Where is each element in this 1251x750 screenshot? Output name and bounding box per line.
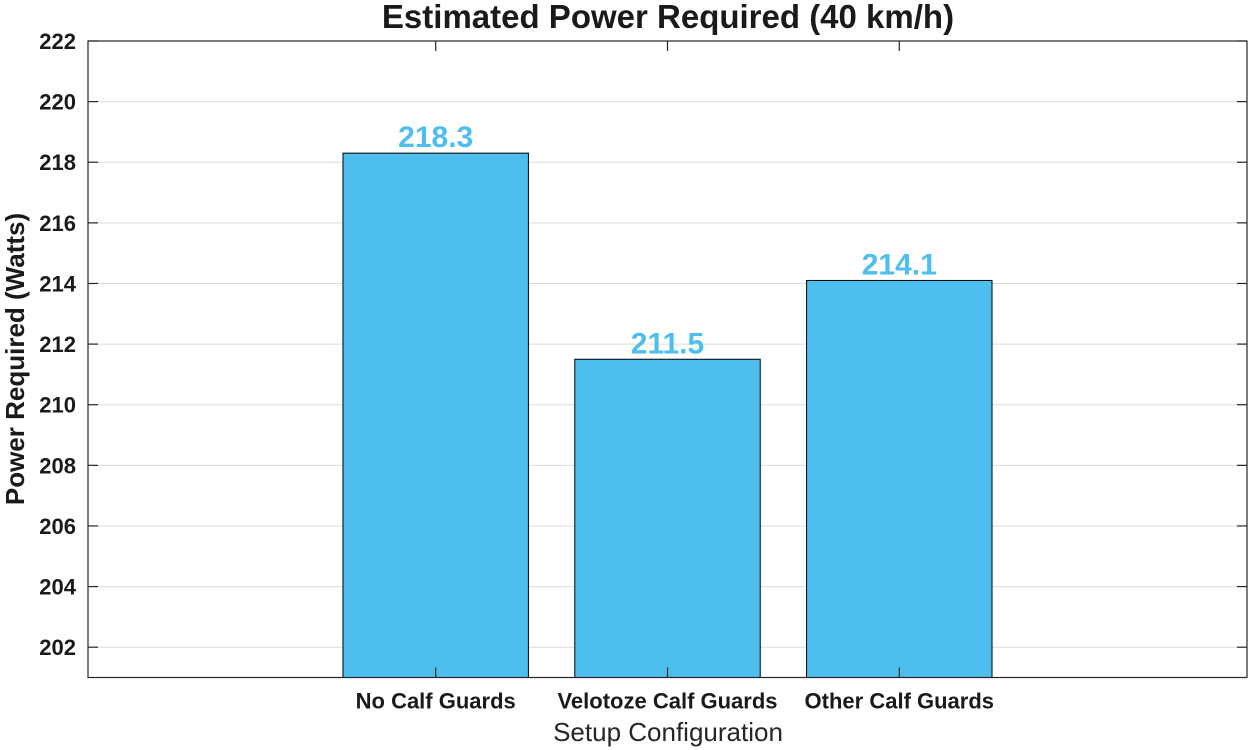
bar <box>342 152 529 678</box>
x-tick-label: Velotoze Calf Guards <box>557 689 777 714</box>
y-tick-label: 222 <box>39 29 76 54</box>
y-tick-label: 202 <box>39 635 76 660</box>
y-tick-label: 214 <box>39 271 76 296</box>
y-tick-label: 206 <box>39 514 76 539</box>
y-tick-label: 212 <box>39 332 76 357</box>
y-tick-label: 216 <box>39 211 76 236</box>
y-tick-label: 218 <box>39 150 76 175</box>
data-label: 214.1 <box>862 248 937 281</box>
data-labels: 218.3 211.5 214.1 <box>398 121 937 360</box>
data-label: 211.5 <box>631 327 704 360</box>
y-tick-label: 208 <box>39 453 76 478</box>
y-tick-label: 210 <box>39 393 76 418</box>
y-tick-labels: 202 204 206 208 210 212 214 216 218 220 222 <box>39 29 76 660</box>
x-tick-label: Other Calf Guards <box>805 689 994 714</box>
bar <box>574 358 761 678</box>
y-tick-label: 220 <box>39 90 76 115</box>
x-tick-label: No Calf Guards <box>356 689 516 714</box>
x-tick-labels: No Calf Guards Velotoze Calf Guards Other … <box>356 689 994 714</box>
data-label: 218.3 <box>398 121 473 154</box>
y-axis-label: Power Required (Watts) <box>0 213 30 505</box>
chart-title: Estimated Power Required (40 km/h) <box>382 0 954 35</box>
axis-ticks <box>88 40 1247 678</box>
x-axis-label: Setup Configuration <box>553 717 783 747</box>
bars <box>342 152 993 678</box>
y-tick-label: 204 <box>39 575 76 600</box>
bar <box>806 279 993 678</box>
